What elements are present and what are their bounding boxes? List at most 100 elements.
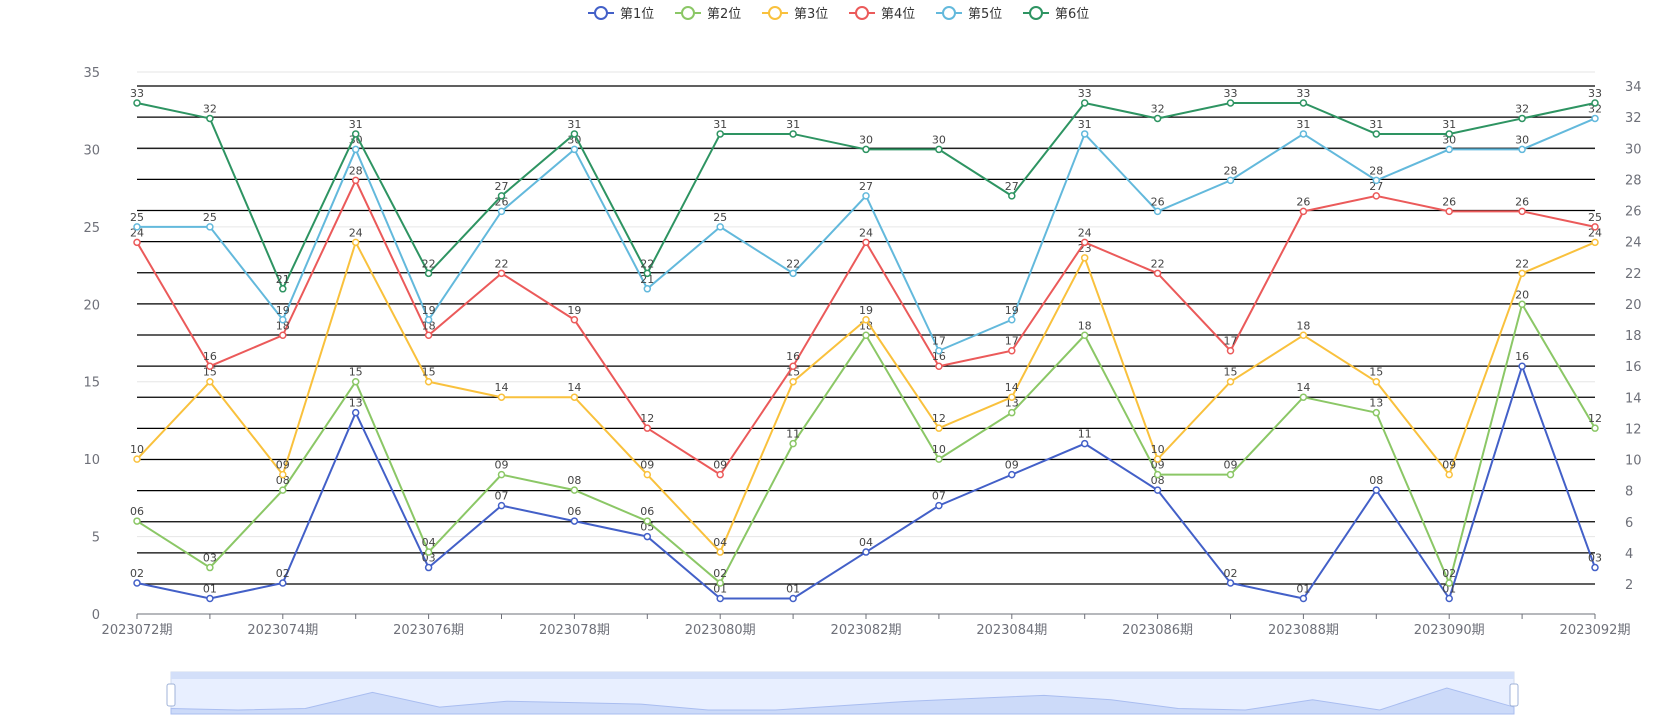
- data-point[interactable]: [716, 548, 724, 556]
- data-point[interactable]: [351, 176, 360, 185]
- data-point[interactable]: [862, 316, 870, 324]
- data-point[interactable]: [1445, 594, 1453, 603]
- data-point[interactable]: [789, 377, 797, 386]
- data-point[interactable]: [1008, 408, 1016, 417]
- data-point[interactable]: [643, 424, 652, 432]
- data-point[interactable]: [1008, 192, 1016, 200]
- data-point[interactable]: [1518, 269, 1526, 278]
- data-point[interactable]: [1153, 207, 1162, 216]
- data-point[interactable]: [1226, 579, 1235, 587]
- data-point[interactable]: [206, 223, 214, 231]
- legend-item[interactable]: 第6位: [1023, 6, 1089, 22]
- data-point[interactable]: [789, 594, 797, 603]
- data-point[interactable]: [935, 424, 943, 432]
- data-point[interactable]: [570, 316, 579, 324]
- data-point[interactable]: [1591, 99, 1599, 107]
- data-point[interactable]: [1372, 486, 1381, 494]
- data-point[interactable]: [1372, 130, 1381, 138]
- data-point[interactable]: [862, 548, 870, 556]
- data-point[interactable]: [643, 285, 652, 293]
- legend-item[interactable]: 第5位: [936, 6, 1002, 22]
- data-point[interactable]: [1299, 130, 1308, 138]
- data-point[interactable]: [351, 238, 360, 247]
- data-point[interactable]: [279, 285, 287, 293]
- zoom-move-bar[interactable]: [171, 672, 1514, 679]
- data-point[interactable]: [643, 532, 652, 541]
- data-point[interactable]: [1153, 455, 1162, 463]
- legend-item[interactable]: 第1位: [588, 6, 654, 22]
- data-point[interactable]: [643, 470, 652, 479]
- data-point[interactable]: [206, 114, 214, 123]
- legend-item[interactable]: 第4位: [849, 6, 915, 22]
- data-point[interactable]: [1153, 269, 1162, 278]
- data-point[interactable]: [206, 563, 214, 572]
- data-point[interactable]: [133, 455, 141, 463]
- data-point[interactable]: [1518, 114, 1526, 123]
- data-point[interactable]: [643, 269, 652, 278]
- data-point[interactable]: [570, 517, 579, 525]
- data-point[interactable]: [789, 439, 797, 448]
- data-point[interactable]: [424, 548, 433, 556]
- data-point[interactable]: [424, 377, 433, 386]
- data-point[interactable]: [424, 331, 433, 340]
- data-point[interactable]: [716, 470, 724, 479]
- data-point[interactable]: [643, 517, 652, 525]
- data-point[interactable]: [1153, 470, 1162, 479]
- data-point[interactable]: [279, 470, 287, 479]
- data-point[interactable]: [279, 579, 287, 587]
- data-point[interactable]: [935, 145, 943, 154]
- data-point[interactable]: [1080, 130, 1089, 138]
- data-point[interactable]: [351, 130, 360, 138]
- data-point[interactable]: [789, 269, 797, 278]
- data-point[interactable]: [1445, 470, 1453, 479]
- zoom-handle-right[interactable]: [1509, 683, 1519, 707]
- data-point[interactable]: [1372, 176, 1381, 185]
- data-point[interactable]: [351, 145, 360, 154]
- data-point[interactable]: [351, 377, 360, 386]
- data-point[interactable]: [1372, 377, 1381, 386]
- data-point[interactable]: [570, 145, 579, 154]
- zoom-handle-left[interactable]: [166, 683, 176, 707]
- data-point[interactable]: [1445, 130, 1453, 138]
- data-point[interactable]: [1299, 393, 1308, 401]
- data-point[interactable]: [1008, 346, 1016, 355]
- data-point[interactable]: [1226, 377, 1235, 386]
- data-point[interactable]: [716, 579, 724, 587]
- data-point[interactable]: [1080, 331, 1089, 340]
- data-point[interactable]: [862, 145, 870, 154]
- legend-item[interactable]: 第3位: [762, 6, 828, 22]
- data-point[interactable]: [497, 501, 506, 510]
- data-point[interactable]: [497, 192, 506, 200]
- data-point[interactable]: [351, 408, 360, 417]
- data-point[interactable]: [424, 316, 433, 324]
- data-point[interactable]: [1372, 192, 1381, 200]
- data-point[interactable]: [1008, 470, 1016, 479]
- data-point[interactable]: [1591, 114, 1599, 123]
- data-point[interactable]: [424, 269, 433, 278]
- data-point[interactable]: [1080, 254, 1089, 262]
- data-point[interactable]: [935, 362, 943, 370]
- legend[interactable]: 第1位 第2位 第3位 第4位 第5位 第6位: [588, 6, 1089, 22]
- data-point[interactable]: [935, 346, 943, 355]
- data-point[interactable]: [133, 238, 141, 247]
- data-point[interactable]: [1080, 238, 1089, 247]
- data-point[interactable]: [570, 486, 579, 494]
- data-point[interactable]: [716, 130, 724, 138]
- data-point[interactable]: [1008, 316, 1016, 324]
- data-point[interactable]: [279, 486, 287, 494]
- data-point[interactable]: [1226, 346, 1235, 355]
- data-point[interactable]: [1518, 207, 1526, 216]
- data-point[interactable]: [1153, 486, 1162, 494]
- data-point[interactable]: [862, 331, 870, 340]
- data-point[interactable]: [1591, 424, 1599, 432]
- data-point[interactable]: [133, 579, 141, 587]
- data-point[interactable]: [1299, 99, 1308, 107]
- data-point[interactable]: [206, 594, 214, 603]
- data-point[interactable]: [1445, 145, 1453, 154]
- data-point[interactable]: [716, 594, 724, 603]
- data-point[interactable]: [1591, 223, 1599, 231]
- data-point[interactable]: [862, 238, 870, 247]
- data-point[interactable]: [1518, 145, 1526, 154]
- data-point[interactable]: [1299, 207, 1308, 216]
- data-point[interactable]: [1226, 176, 1235, 185]
